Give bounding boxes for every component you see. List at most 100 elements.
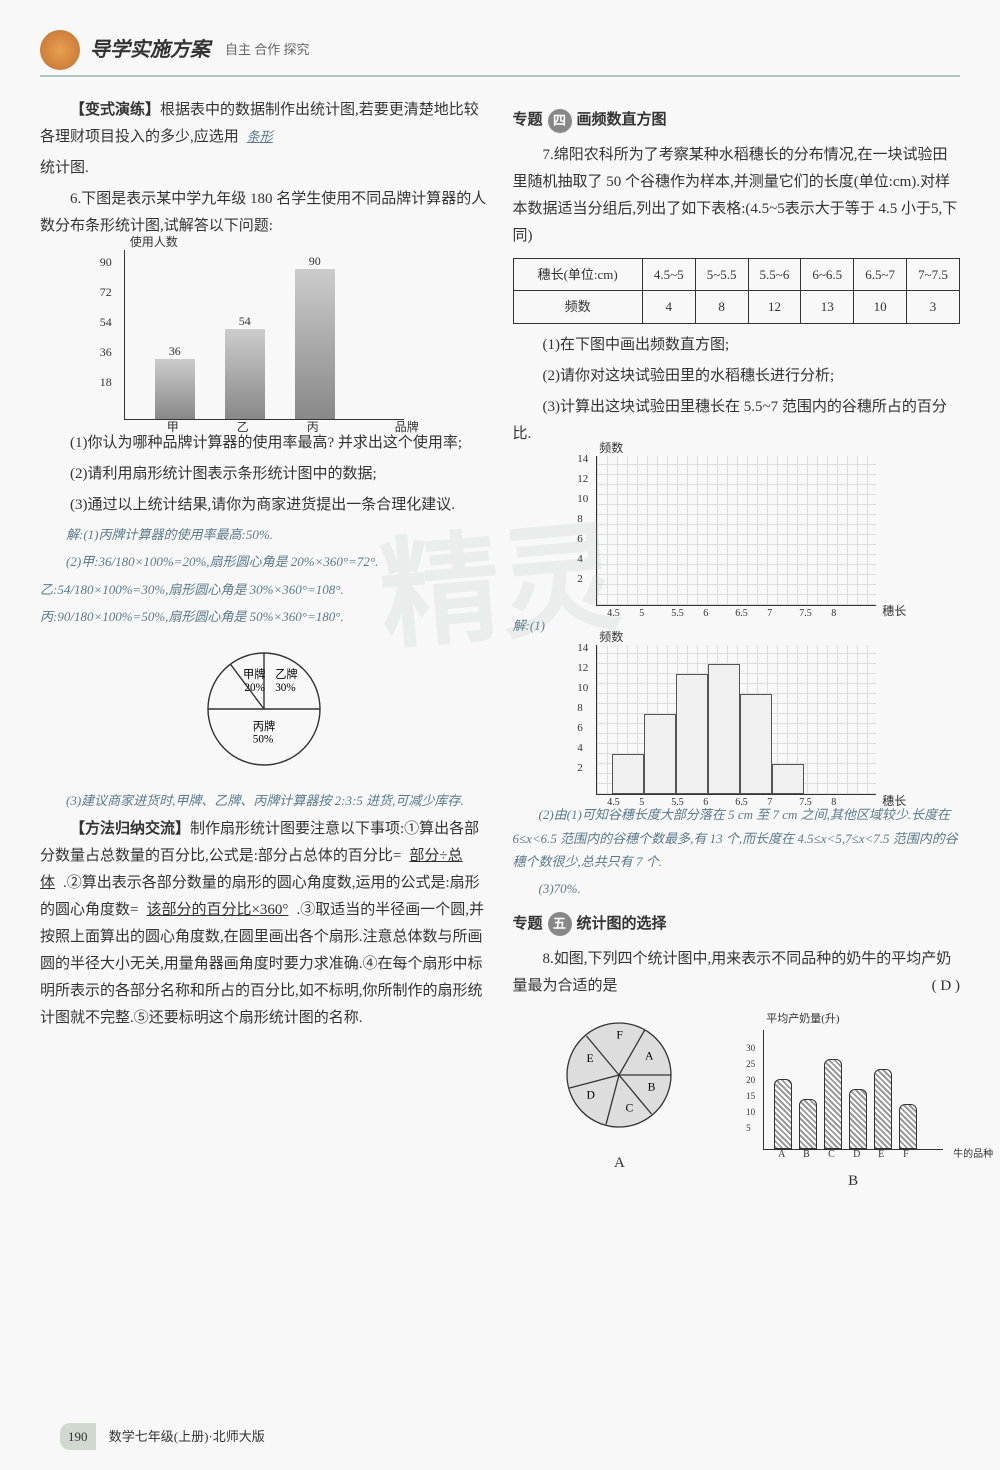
bar-jia: 36 xyxy=(155,359,195,419)
ans6-2b: 乙:54/180×100%=30%,扇形圆心角是 30%×360°=108°. xyxy=(40,578,488,601)
hist-ytick: 14 xyxy=(577,639,588,659)
milk-bottle xyxy=(799,1099,817,1149)
table-header: 频数 xyxy=(513,291,642,323)
ans6-2c: 丙:90/180×100%=50%,扇形圆心角是 50%×360°=180°. xyxy=(40,605,488,628)
milk-xtick: F xyxy=(903,1146,909,1164)
hist-bar xyxy=(740,694,772,794)
section-badge: 四 xyxy=(548,109,572,133)
pie-label: 30% xyxy=(275,681,296,693)
xtick: 甲 xyxy=(167,417,179,439)
pie-label: 50% xyxy=(253,733,274,745)
hist-ytick: 10 xyxy=(577,679,588,699)
hist-ytick: 2 xyxy=(577,570,583,590)
hist-bar xyxy=(772,764,804,794)
table-cell: 8 xyxy=(695,291,748,323)
hist-ytick: 4 xyxy=(577,550,583,570)
section-4-header: 专题 四 画频数直方图 xyxy=(513,107,961,134)
hist-y-label: 频数 xyxy=(599,438,623,460)
q7-1: (1)在下图中画出频数直方图; xyxy=(513,332,961,359)
q6-2: (2)请利用扇形统计图表示条形统计图中的数据; xyxy=(40,461,488,488)
ans6-3: (3)建议商家进货时,甲牌、乙牌、丙牌计算器按 2:3:5 进货,可减少库存. xyxy=(40,789,488,812)
table-cell: 4.5~5 xyxy=(642,259,695,291)
ans7-2: (2)由(1)可知谷穗长度大部分落在 5 cm 至 7 cm 之间,其他区域较少… xyxy=(513,803,961,873)
hist-xtick: 6 xyxy=(703,794,708,812)
hist-xtick: 6 xyxy=(703,605,708,623)
q7-2: (2)请你对这块试验田里的水稻穗长进行分析; xyxy=(513,363,961,390)
page-footer: 190 数学七年级(上册)·北师大版 xyxy=(60,1423,265,1450)
ytick: 36 xyxy=(100,342,112,364)
ans7-3: (3)70%. xyxy=(513,877,961,900)
question-7: 7.绵阳农科所为了考察某种水稻穗长的分布情况,在一块试验田里随机抽取了 50 个… xyxy=(513,142,961,250)
ytick: 90 xyxy=(100,252,112,274)
footer-text: 数学七年级(上册)·北师大版 xyxy=(109,1429,265,1444)
pie-label: 甲牌 xyxy=(243,667,265,681)
table-cell: 4 xyxy=(642,291,695,323)
svg-text:F: F xyxy=(617,1028,624,1041)
x-axis-label: 品牌 xyxy=(395,417,419,439)
hist-bar xyxy=(644,714,676,794)
hist-xtick: 5 xyxy=(639,605,644,623)
ans6-2a: (2)甲:36/180×100%=20%,扇形圆心角是 20%×360°=72°… xyxy=(40,550,488,573)
hist-ytick: 12 xyxy=(577,659,588,679)
table-row: 穗长(单位:cm) 4.5~5 5~5.5 5.5~6 6~6.5 6.5~7 … xyxy=(513,259,960,291)
svg-text:D: D xyxy=(587,1088,595,1101)
question-8: 8.如图,下列四个统计图中,用来表示不同品种的奶牛的平均产奶量最为合适的是 ( … xyxy=(513,946,961,1000)
xtick: 丙 xyxy=(307,417,319,439)
hist-ytick: 8 xyxy=(577,699,583,719)
table-cell: 5~5.5 xyxy=(695,259,748,291)
hist-x-label: 穗长 xyxy=(882,791,906,813)
pie-svg: 甲牌 20% 乙牌 30% 丙牌 50% xyxy=(194,639,334,779)
histogram-solution: 频数 2 4 6 8 10 12 14 4.5 5 5.5 6 6.5 7 7.… xyxy=(596,645,876,795)
q8-text: 8.如图,下列四个统计图中,用来表示不同品种的奶牛的平均产奶量最为合适的是 xyxy=(513,951,952,994)
hist-xtick: 6.5 xyxy=(735,605,748,623)
hist-ytick: 6 xyxy=(577,719,583,739)
section-title: 画频数直方图 xyxy=(577,107,667,134)
milk-ytick: 25 xyxy=(746,1056,755,1072)
q7-3: (3)计算出这块试验田里穗长在 5.5~7 范围内的谷穗所占的百分比. xyxy=(513,394,961,448)
main-content: 【变式演练】根据表中的数据制作出统计图,若要更清楚地比较各理财项目投入的多少,应… xyxy=(40,97,960,1195)
hist-xtick: 7 xyxy=(767,605,772,623)
bar-val: 36 xyxy=(155,341,195,363)
milk-chart-b: 平均产奶量(升) A B C D E F 牛的品种 5 10 xyxy=(746,1010,960,1195)
milk-xtick: D xyxy=(853,1146,860,1164)
ytick: 72 xyxy=(100,282,112,304)
right-column: 专题 四 画频数直方图 7.绵阳农科所为了考察某种水稻穗长的分布情况,在一块试验… xyxy=(513,97,961,1195)
variation-practice: 【变式演练】根据表中的数据制作出统计图,若要更清楚地比较各理财项目投入的多少,应… xyxy=(40,97,488,151)
ans6-1: 解:(1)丙牌计算器的使用率最高:50%. xyxy=(40,523,488,546)
milk-ytick: 15 xyxy=(746,1088,755,1104)
hist-xtick: 4.5 xyxy=(607,794,620,812)
q6-3: (3)通过以上统计结果,请你为商家进货提出一条合理化建议. xyxy=(40,492,488,519)
frequency-table: 穗长(单位:cm) 4.5~5 5~5.5 5.5~6 6~6.5 6.5~7 … xyxy=(513,258,961,324)
table-row: 频数 4 8 12 13 10 3 xyxy=(513,291,960,323)
xtick: 乙 xyxy=(237,417,249,439)
hist-xtick: 7.5 xyxy=(799,605,812,623)
table-header: 穗长(单位:cm) xyxy=(513,259,642,291)
y-axis-label: 使用人数 xyxy=(130,232,178,254)
method-label: 【方法归纳交流】 xyxy=(70,821,190,837)
section-5-header: 专题 五 统计图的选择 xyxy=(513,911,961,938)
milk-bottle xyxy=(849,1089,867,1149)
hist-xtick: 7.5 xyxy=(799,794,812,812)
milk-ytick: 5 xyxy=(746,1120,751,1136)
hist-bar xyxy=(708,664,740,794)
hist-ytick: 2 xyxy=(577,759,583,779)
pie-label: 丙牌 xyxy=(253,719,275,733)
hist-ytick: 4 xyxy=(577,739,583,759)
hist-xtick: 4.5 xyxy=(607,605,620,623)
table-cell: 3 xyxy=(907,291,960,323)
svg-text:C: C xyxy=(626,1101,634,1114)
bar-val: 54 xyxy=(225,311,265,333)
milk-charts: A F E D C B A 平均产奶量(升) A xyxy=(513,1010,961,1195)
ytick: 54 xyxy=(100,312,112,334)
hist-xtick: 5 xyxy=(639,794,644,812)
header-icon xyxy=(40,30,80,70)
hist-xtick: 8 xyxy=(831,794,836,812)
milk-ytick: 30 xyxy=(746,1040,755,1056)
milk-pie-svg: A F E D C B xyxy=(554,1010,684,1140)
hist-ytick: 8 xyxy=(577,510,583,530)
svg-text:B: B xyxy=(648,1080,656,1093)
milk-x-axis: 牛的品种 xyxy=(953,1146,993,1164)
variation-blank: 条形 xyxy=(239,129,281,144)
page-number: 190 xyxy=(60,1423,96,1450)
pie-label: 乙牌 xyxy=(275,667,297,681)
